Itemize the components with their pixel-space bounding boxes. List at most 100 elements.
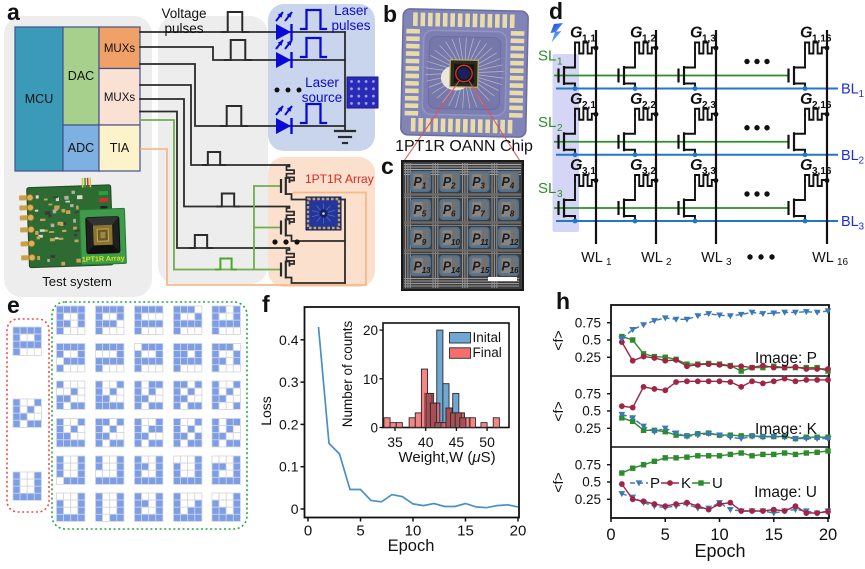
svg-text:P: P — [472, 231, 481, 245]
svg-text:<f>: <f> — [550, 472, 566, 492]
svg-text:P: P — [414, 175, 423, 189]
svg-text:0.5: 0.5 — [582, 475, 601, 490]
svg-text:1: 1 — [557, 57, 563, 68]
svg-text:Image: P: Image: P — [755, 350, 817, 367]
svg-text:2: 2 — [859, 155, 865, 166]
svg-text:Image: U: Image: U — [754, 484, 817, 501]
svg-text:P: P — [472, 175, 481, 189]
svg-text:WL: WL — [812, 250, 834, 266]
svg-text:0: 0 — [606, 526, 615, 544]
svg-text:Epoch: Epoch — [388, 537, 435, 555]
svg-text:16: 16 — [510, 266, 519, 275]
svg-text:G: G — [630, 25, 642, 42]
svg-text:G: G — [570, 25, 582, 42]
svg-text:G: G — [800, 157, 812, 174]
svg-text:0.1: 0.1 — [279, 459, 299, 475]
svg-text:c: c — [381, 153, 394, 179]
svg-text:15: 15 — [765, 526, 783, 544]
svg-text:0.75: 0.75 — [575, 386, 601, 401]
svg-text:3,2: 3,2 — [642, 166, 656, 177]
svg-text:h: h — [556, 288, 570, 314]
svg-text:Final: Final — [473, 345, 502, 360]
svg-text:G: G — [570, 91, 582, 108]
svg-text:ADC: ADC — [68, 141, 94, 155]
svg-text:G: G — [690, 91, 702, 108]
svg-text:SL: SL — [538, 114, 556, 131]
svg-text:8: 8 — [510, 210, 515, 219]
svg-text:0.2: 0.2 — [279, 416, 299, 432]
svg-text:6: 6 — [451, 210, 456, 219]
svg-text:source: source — [302, 90, 343, 105]
svg-text:pulses: pulses — [331, 18, 370, 33]
svg-text:50: 50 — [479, 434, 495, 450]
svg-text:P: P — [502, 203, 511, 217]
svg-text:0.25: 0.25 — [575, 492, 601, 507]
svg-text:BL: BL — [841, 82, 859, 98]
svg-text:Laser: Laser — [305, 75, 339, 90]
svg-text:WL: WL — [581, 250, 603, 266]
svg-text:1: 1 — [422, 182, 427, 191]
svg-text:10: 10 — [363, 372, 378, 387]
svg-text:20: 20 — [819, 526, 837, 544]
svg-text:0.5: 0.5 — [582, 404, 601, 419]
svg-text:15: 15 — [457, 523, 474, 540]
svg-text:5: 5 — [661, 526, 670, 544]
svg-text:3,16: 3,16 — [812, 166, 832, 177]
svg-text:2,16: 2,16 — [812, 100, 832, 111]
svg-text:10: 10 — [405, 523, 422, 540]
svg-text:SL: SL — [538, 48, 556, 65]
svg-text:G: G — [690, 25, 702, 42]
svg-text:e: e — [7, 292, 20, 318]
svg-text:Test system: Test system — [42, 274, 112, 289]
svg-text:Laser: Laser — [334, 3, 368, 18]
svg-text:a: a — [7, 0, 20, 25]
svg-text:1,1: 1,1 — [582, 34, 596, 45]
svg-text:Weight,W (μS): Weight,W (μS) — [398, 449, 495, 466]
svg-text:2,2: 2,2 — [642, 100, 656, 111]
svg-text:7: 7 — [480, 210, 485, 219]
svg-text:<f>: <f> — [550, 401, 566, 421]
svg-text:0.25: 0.25 — [575, 421, 601, 436]
svg-text:11: 11 — [480, 238, 489, 247]
svg-text:0.75: 0.75 — [575, 315, 601, 330]
svg-text:1: 1 — [606, 257, 612, 268]
svg-text:P: P — [472, 203, 481, 217]
svg-text:2: 2 — [666, 257, 672, 268]
svg-text:Voltage: Voltage — [161, 6, 206, 21]
svg-text:16: 16 — [837, 257, 849, 268]
svg-text:G: G — [630, 91, 642, 108]
svg-text:45: 45 — [449, 434, 465, 450]
svg-text:WL: WL — [701, 250, 723, 266]
svg-text:35: 35 — [387, 434, 403, 450]
svg-text:<f>: <f> — [550, 330, 566, 350]
svg-text:P: P — [502, 175, 511, 189]
svg-text:14: 14 — [451, 266, 460, 275]
svg-text:0: 0 — [370, 421, 378, 436]
svg-text:0: 0 — [291, 501, 299, 517]
svg-text:10: 10 — [710, 526, 728, 544]
svg-text:P: P — [414, 203, 423, 217]
svg-text:12: 12 — [510, 238, 519, 247]
svg-text:1PT1R Array: 1PT1R Array — [305, 172, 374, 186]
svg-text:3: 3 — [557, 189, 563, 200]
svg-text:pulses: pulses — [164, 21, 203, 36]
svg-text:P: P — [414, 259, 423, 273]
svg-text:2: 2 — [557, 123, 563, 134]
svg-text:G: G — [570, 157, 582, 174]
svg-text:BL: BL — [841, 148, 859, 164]
svg-text:Inital: Inital — [473, 330, 502, 345]
svg-text:5: 5 — [356, 523, 364, 540]
svg-text:2,1: 2,1 — [582, 100, 596, 111]
svg-text:1: 1 — [859, 89, 865, 100]
svg-text:G: G — [800, 25, 812, 42]
svg-text:0.3: 0.3 — [279, 374, 299, 390]
svg-text:13: 13 — [422, 266, 431, 275]
svg-text:3: 3 — [859, 222, 865, 233]
svg-text:Image: K: Image: K — [755, 421, 818, 438]
svg-text:20: 20 — [510, 523, 527, 540]
svg-text:U: U — [712, 475, 723, 492]
svg-text:3: 3 — [480, 182, 485, 191]
svg-text:1,16: 1,16 — [812, 34, 832, 45]
svg-text:9: 9 — [422, 238, 427, 247]
svg-text:0.25: 0.25 — [575, 350, 601, 365]
